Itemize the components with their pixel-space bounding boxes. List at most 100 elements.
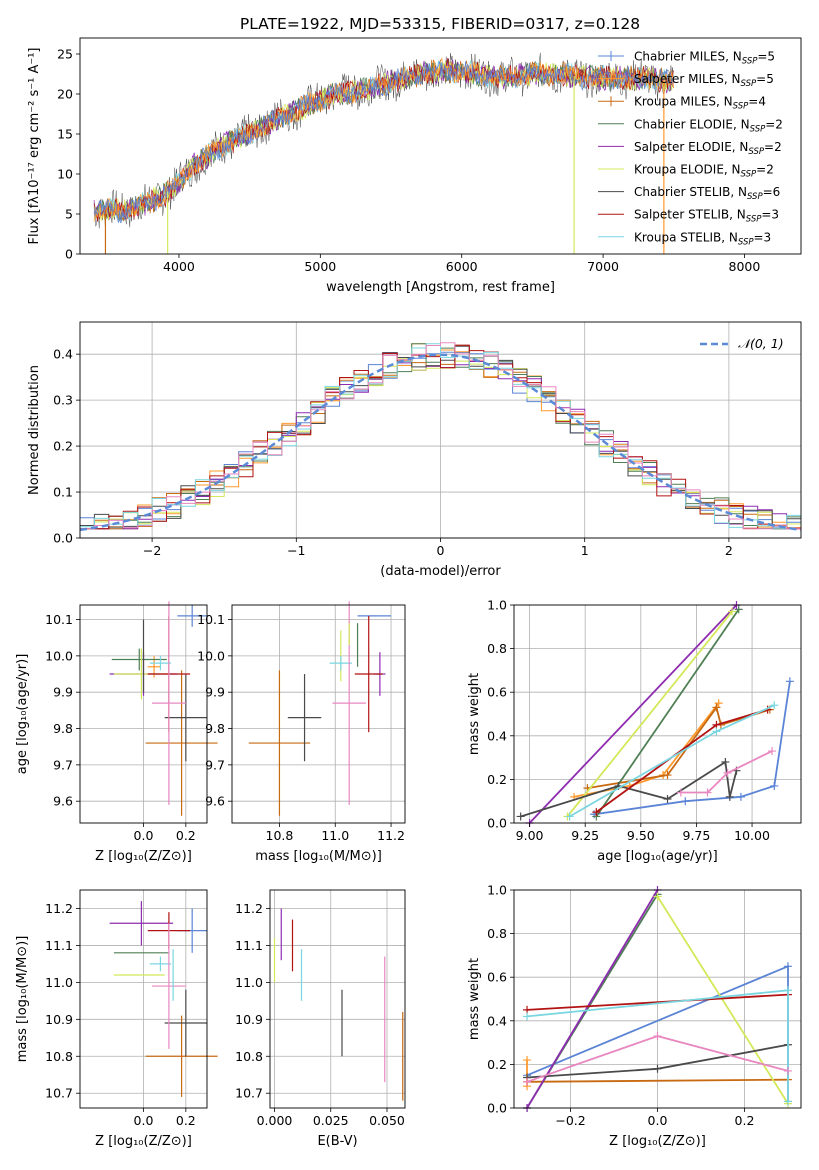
weight-marker bbox=[523, 1077, 532, 1086]
weight-marker bbox=[725, 792, 734, 801]
spectrum-line bbox=[93, 61, 674, 224]
x-axis-label: wavelength [Angstrom, rest frame] bbox=[326, 280, 555, 295]
x-tick-label: 0.0 bbox=[648, 1113, 668, 1128]
x-tick-label: 0.0 bbox=[134, 828, 154, 843]
y-tick-label: 0.2 bbox=[487, 772, 507, 787]
y-tick-label: 0.8 bbox=[487, 641, 507, 656]
legend-label: Chabrier ELODIE, NSSP=2 bbox=[634, 117, 783, 134]
y-tick-label: 9.6 bbox=[53, 794, 73, 809]
y-tick-label: 0.2 bbox=[487, 1057, 507, 1072]
y-tick-label: 10.1 bbox=[197, 612, 225, 627]
x-tick-label: 0.2 bbox=[176, 1113, 196, 1128]
x-axis-label: age [log₁₀(age/yr)] bbox=[597, 849, 718, 864]
legend-label: Kroupa STELIB, NSSP=3 bbox=[634, 230, 771, 247]
weight-marker bbox=[712, 703, 721, 712]
spectrum-title: PLATE=1922, MJD=53315, FIBERID=0317, z=0… bbox=[240, 15, 640, 33]
y-tick-label: 11.1 bbox=[45, 938, 73, 953]
weight-line bbox=[526, 1078, 789, 1083]
weight-marker bbox=[681, 797, 690, 806]
weight-marker bbox=[783, 986, 792, 995]
weight-marker bbox=[703, 788, 712, 797]
weight-marker bbox=[783, 1097, 792, 1106]
x-tick-label: 0.2 bbox=[176, 828, 196, 843]
x-tick-label: 10.8 bbox=[266, 828, 294, 843]
y-tick-label: 10 bbox=[57, 167, 73, 182]
y-tick-label: 10.7 bbox=[45, 1086, 73, 1101]
weight-marker bbox=[783, 962, 792, 971]
y-tick-label: 9.7 bbox=[205, 757, 225, 772]
weight-marker bbox=[721, 757, 730, 766]
y-tick-label: 10.0 bbox=[197, 648, 225, 663]
y-tick-label: 10.0 bbox=[45, 648, 73, 663]
weight-marker bbox=[768, 747, 777, 756]
x-tick-label: 6000 bbox=[446, 259, 478, 274]
x-tick-label: 0 bbox=[437, 543, 445, 558]
weight-marker bbox=[663, 795, 672, 804]
x-tick-label: 0.050 bbox=[369, 1113, 405, 1128]
x-tick-label: 1 bbox=[581, 543, 589, 558]
legend-label: Chabrier MILES, NSSP=5 bbox=[634, 50, 775, 67]
legend-label: 𝒩(0, 1) bbox=[738, 336, 784, 351]
residuals-panel: −2 −1 0 1 2 0.0 0.1 0.2 0.3 0.4 (data-model)/error… bbox=[27, 321, 802, 579]
y-tick-label: 11.2 bbox=[45, 901, 73, 916]
weight-line bbox=[526, 889, 659, 1109]
y-tick-label: 1.0 bbox=[487, 598, 507, 613]
x-axis-label: (data-model)/error bbox=[380, 564, 501, 579]
weight-line bbox=[595, 608, 740, 818]
weight-line bbox=[566, 610, 733, 818]
y-axis-label: mass weight bbox=[467, 958, 482, 1040]
x-tick-label: 0.0 bbox=[134, 1113, 154, 1128]
z-mass-panel: 0.0 0.2 10.7 10.8 10.9 11.0 11.1 11.2 Z [log₁₀(Z… bbox=[15, 889, 218, 1149]
x-tick-label: 9.75 bbox=[683, 828, 711, 843]
weight-marker bbox=[785, 677, 794, 686]
weight-marker bbox=[676, 788, 685, 797]
y-tick-label: 15 bbox=[57, 127, 73, 142]
weight-line bbox=[520, 760, 738, 818]
x-tick-label: −2 bbox=[143, 543, 161, 558]
x-axis-label: mass [log₁₀(M/M⊙)] bbox=[255, 849, 382, 864]
x-tick-label: 11.0 bbox=[321, 828, 349, 843]
y-tick-label: 0.0 bbox=[487, 1101, 507, 1116]
y-tick-label: 0 bbox=[65, 247, 73, 262]
weight-marker bbox=[770, 701, 779, 710]
y-tick-label: 0.1 bbox=[53, 485, 73, 500]
x-tick-label: 0.000 bbox=[257, 1113, 293, 1128]
x-tick-label: 4000 bbox=[163, 259, 195, 274]
weight-marker bbox=[783, 1066, 792, 1075]
z-weight-panel: −0.2 0.0 0.2 0.0 0.2 0.4 0.6 0.8 1.0 Z [log₁₀(Z/Z… bbox=[467, 883, 802, 1149]
y-tick-label: 9.8 bbox=[53, 721, 73, 736]
weight-marker bbox=[523, 1056, 532, 1065]
y-tick-label: 0.2 bbox=[53, 439, 73, 454]
y-tick-label: 25 bbox=[57, 47, 73, 62]
weight-marker bbox=[663, 771, 672, 780]
y-tick-label: 10.8 bbox=[235, 1049, 263, 1064]
y-tick-label: 9.6 bbox=[205, 794, 225, 809]
weight-marker bbox=[653, 1032, 662, 1041]
y-tick-label: 9.9 bbox=[53, 685, 73, 700]
weight-marker bbox=[523, 1012, 532, 1021]
y-tick-label: 10.7 bbox=[235, 1086, 263, 1101]
x-tick-label: 9.50 bbox=[627, 828, 655, 843]
axes-frame bbox=[79, 37, 802, 255]
y-tick-label: 10.9 bbox=[45, 1012, 73, 1027]
z-age-panel: 0.0 0.2 9.6 9.7 9.8 9.9 10.0 10.1 Z [log₁₀(Z/Z⊙)… bbox=[15, 601, 218, 864]
x-tick-label: −0.2 bbox=[555, 1113, 585, 1128]
x-axis-label: Z [log₁₀(Z/Z⊙)] bbox=[95, 849, 192, 864]
y-tick-label: 9.9 bbox=[205, 685, 225, 700]
weight-marker bbox=[736, 792, 745, 801]
y-tick-label: 9.7 bbox=[53, 757, 73, 772]
weight-marker bbox=[712, 727, 721, 736]
x-tick-label: −1 bbox=[287, 543, 305, 558]
y-tick-label: 11.0 bbox=[235, 975, 263, 990]
y-tick-label: 5 bbox=[65, 207, 73, 222]
x-axis-label: Z [log₁₀(Z/Z⊙)] bbox=[609, 1134, 706, 1149]
y-tick-label: 10.9 bbox=[235, 1012, 263, 1027]
y-tick-label: 20 bbox=[57, 87, 73, 102]
weight-line bbox=[680, 750, 773, 794]
weight-line bbox=[569, 704, 775, 818]
x-tick-label: 9.00 bbox=[516, 828, 544, 843]
y-axis-label: age [log₁₀(age/yr)] bbox=[15, 654, 30, 775]
y-tick-label: 10.1 bbox=[45, 612, 73, 627]
y-tick-label: 11.2 bbox=[235, 901, 263, 916]
